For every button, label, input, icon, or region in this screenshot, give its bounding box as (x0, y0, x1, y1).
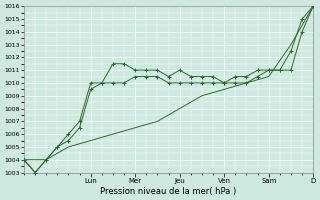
X-axis label: Pression niveau de la mer( hPa ): Pression niveau de la mer( hPa ) (100, 187, 237, 196)
